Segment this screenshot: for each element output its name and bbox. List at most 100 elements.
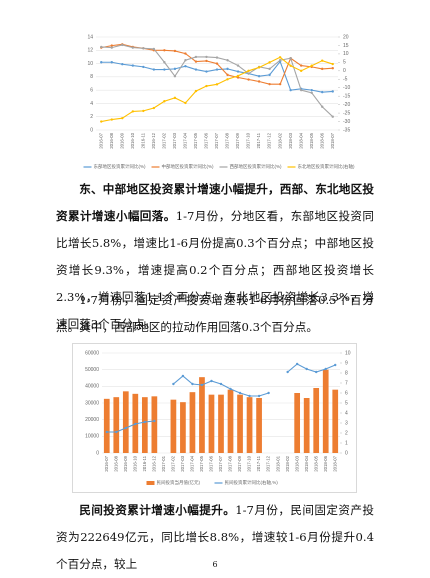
point: [184, 52, 187, 55]
y-tick-label: 50000: [85, 367, 99, 373]
point: [295, 362, 299, 366]
point: [226, 78, 229, 81]
y2-tick-label: 2: [345, 430, 348, 436]
y-tick-label: 6: [90, 87, 93, 93]
bar: [256, 398, 262, 453]
point: [184, 65, 187, 68]
bar: [332, 389, 339, 453]
point: [191, 382, 194, 386]
point: [100, 120, 103, 123]
x-tick-label: 2016-10: [132, 455, 137, 471]
x-tick-label: 2017-03: [180, 455, 185, 471]
point: [210, 379, 213, 383]
point: [205, 84, 208, 88]
point: [163, 100, 166, 103]
point: [321, 59, 324, 62]
bar: [180, 402, 186, 453]
point: [152, 106, 156, 110]
point: [105, 430, 108, 434]
point: [267, 391, 270, 395]
point: [324, 367, 327, 371]
paragraph: 东、中部地区投资累计增速小幅提升，西部、东北地区投资累计增速小幅回落。1-7月份…: [56, 176, 374, 338]
y2-tick-label: 8: [345, 370, 348, 376]
point: [131, 110, 135, 113]
point: [229, 387, 232, 391]
y2-tick-label: 3: [345, 420, 348, 426]
y2-tick-label: -35: [343, 127, 350, 133]
region-chart: 0 2 4 6 8 10 12 14 -35 -30 -25 -20 -15 -10 -5 0 5 10 15 20 2…: [83, 34, 355, 170]
bar: [113, 397, 120, 453]
point: [152, 68, 156, 71]
bar: [199, 377, 205, 453]
point: [278, 56, 282, 59]
point: [331, 90, 334, 93]
bold-lead: 民间投资累计增速小幅提升。: [79, 503, 236, 517]
x-tick-label: 2016-12: [151, 132, 156, 148]
y-tick-label: 12: [87, 48, 93, 54]
paragraph: 民间投资累计增速小幅提升。1-7月份，民间固定资产投资为222649亿元，同比增…: [56, 497, 374, 578]
point: [331, 67, 334, 70]
legend-label: 中部地区投资累计同比(%): [162, 163, 214, 170]
legend-swatch: [146, 481, 155, 485]
y2-tick-label: -15: [343, 94, 350, 100]
point: [173, 96, 177, 100]
y2-tick-label: -20: [343, 102, 350, 108]
y2-tick-label: -10: [343, 85, 350, 91]
point: [215, 83, 219, 86]
point: [181, 374, 185, 378]
y-tick-label: 0: [96, 450, 99, 456]
point: [100, 45, 103, 49]
point: [110, 44, 113, 47]
legend-label: 东部地区投资累计同比(%): [94, 163, 146, 170]
point: [184, 101, 187, 105]
point: [152, 47, 156, 51]
x-tick-label: 2017-03: [172, 132, 177, 148]
point: [286, 370, 289, 374]
point: [268, 73, 271, 77]
x-tick-label: 2018-03: [288, 132, 293, 148]
x-tick-label: 2017-07: [214, 132, 219, 148]
bar: [303, 398, 310, 453]
y-tick-label: 0: [90, 127, 93, 133]
x-tick-label: 2017-04: [183, 132, 188, 148]
x-tick-label: 2017-01: [161, 455, 166, 471]
x-tick-label: 2017-02: [171, 455, 176, 471]
y-tick-label: 30000: [85, 400, 99, 406]
point: [310, 64, 313, 67]
x-tick-label: 2017-09: [237, 455, 242, 471]
x-tick-label: 2016-08: [113, 455, 118, 471]
y2-tick-label: 0: [345, 450, 348, 456]
point: [215, 56, 219, 59]
point: [172, 382, 175, 386]
bar: [170, 399, 177, 453]
point: [289, 88, 292, 92]
x-tick-label: 2018-06: [323, 455, 328, 471]
point: [215, 62, 219, 65]
x-tick-label: 2017-11: [256, 455, 261, 471]
point: [236, 70, 240, 73]
x-tick-label: 2018-06: [319, 132, 324, 148]
point: [226, 59, 229, 62]
point: [173, 74, 177, 78]
point: [331, 115, 334, 118]
y-tick-label: 4: [90, 101, 93, 107]
point: [131, 64, 135, 67]
y2-tick-label: 6: [345, 390, 348, 396]
legend-label: 民间投资当月值(亿元): [157, 479, 201, 486]
point: [331, 62, 334, 66]
point: [163, 68, 166, 71]
x-tick-label: 2018-07: [332, 455, 337, 471]
point: [226, 67, 229, 71]
bar: [122, 391, 129, 453]
x-tick-label: 2017-09: [235, 132, 240, 148]
point: [299, 88, 303, 92]
bar: [208, 394, 215, 453]
point: [226, 73, 229, 77]
point: [257, 394, 261, 398]
page-number: 6: [212, 560, 218, 569]
x-tick-label: 2017-08: [225, 132, 230, 148]
text: 1-7月份，民间固定资产投资为222649亿元，同比增长8.8%，增速较1-6月…: [56, 503, 374, 571]
bar: [218, 394, 224, 453]
private-investment-chart: 0 10000 20000 30000 40000 50000 60000 0 1 2 3 4 5 6 7 8…: [72, 343, 357, 493]
